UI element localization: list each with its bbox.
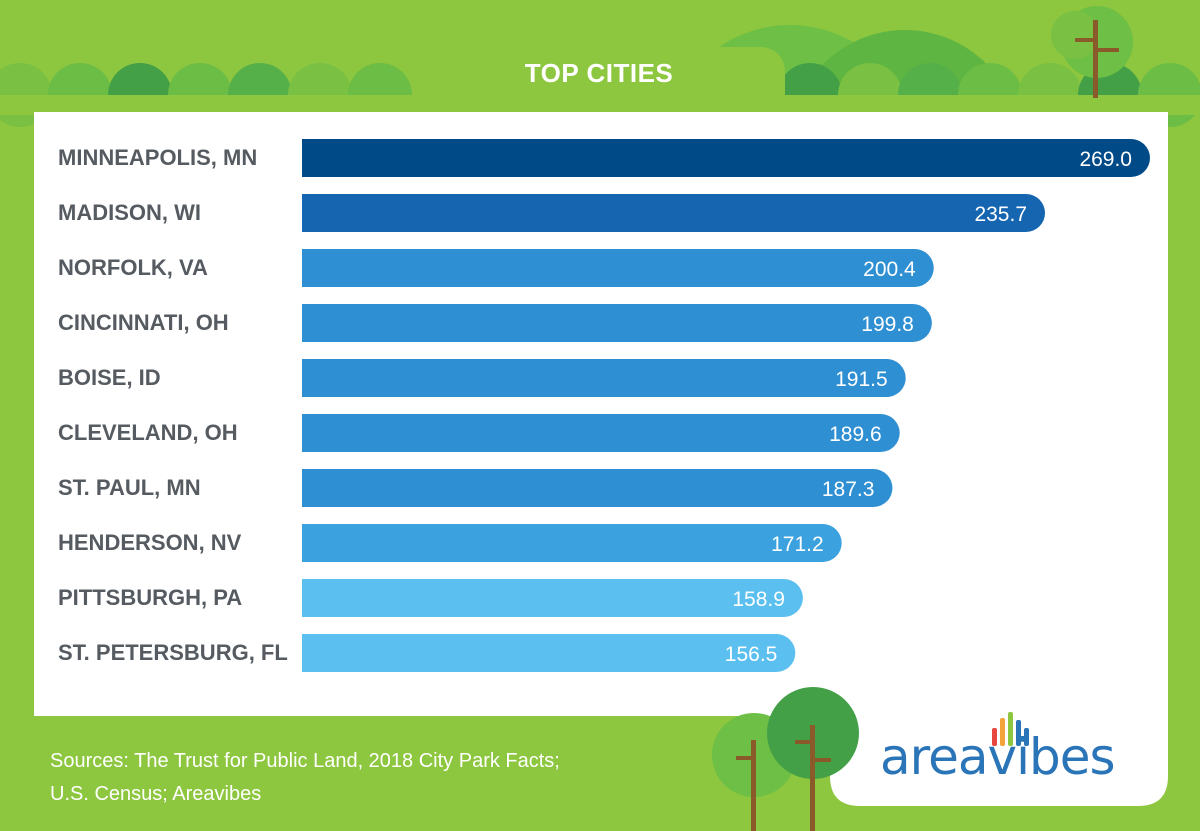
category-label: PITTSBURGH, PA xyxy=(58,585,243,610)
logo-bar xyxy=(1008,712,1013,746)
bar xyxy=(302,359,906,397)
bar xyxy=(302,524,842,562)
bar-value-label: 156.5 xyxy=(725,643,778,666)
bar xyxy=(302,414,900,452)
category-label: ST. PETERSBURG, FL xyxy=(58,640,288,665)
category-label: HENDERSON, NV xyxy=(58,530,242,555)
logo-bars-icon xyxy=(992,712,1029,746)
bar-value-label: 158.9 xyxy=(732,588,785,611)
logo-bar xyxy=(1000,718,1005,746)
bar-value-label: 199.8 xyxy=(861,313,914,336)
bar xyxy=(302,249,934,287)
bar-value-label: 189.6 xyxy=(829,423,882,446)
category-label: MADISON, WI xyxy=(58,200,201,225)
bar xyxy=(302,634,796,672)
logo-bar xyxy=(1024,728,1029,746)
bar xyxy=(302,579,803,617)
bar xyxy=(302,304,932,342)
bar-value-label: 235.7 xyxy=(974,203,1027,226)
logo-bar xyxy=(992,728,997,746)
category-label: MINNEAPOLIS, MN xyxy=(58,145,258,170)
bar-value-label: 171.2 xyxy=(771,533,824,556)
title-tab xyxy=(413,47,785,117)
bar xyxy=(302,194,1046,232)
bar-value-label: 191.5 xyxy=(835,368,888,391)
source-line-2: U.S. Census; Areavibes xyxy=(50,783,262,805)
tree-icon xyxy=(1051,6,1133,98)
bar-value-label: 269.0 xyxy=(1079,148,1132,171)
source-line-1: Sources: The Trust for Public Land, 2018… xyxy=(50,750,560,772)
category-label: CLEVELAND, OH xyxy=(58,420,238,445)
bar xyxy=(302,469,893,507)
bar xyxy=(302,139,1150,177)
bar-value-label: 200.4 xyxy=(863,258,916,281)
logo-bar xyxy=(1016,720,1021,746)
tree-icon xyxy=(767,687,859,831)
logo-wordmark: areavibes xyxy=(880,728,1116,786)
chart-title: TOP CITIES xyxy=(524,58,674,88)
bar-value-label: 187.3 xyxy=(822,478,875,501)
category-label: NORFOLK, VA xyxy=(58,255,208,280)
category-label: ST. PAUL, MN xyxy=(58,475,201,500)
category-label: BOISE, ID xyxy=(58,365,161,390)
source-note: Sources: The Trust for Public Land, 2018… xyxy=(50,745,560,811)
category-label: CINCINNATI, OH xyxy=(58,310,229,335)
